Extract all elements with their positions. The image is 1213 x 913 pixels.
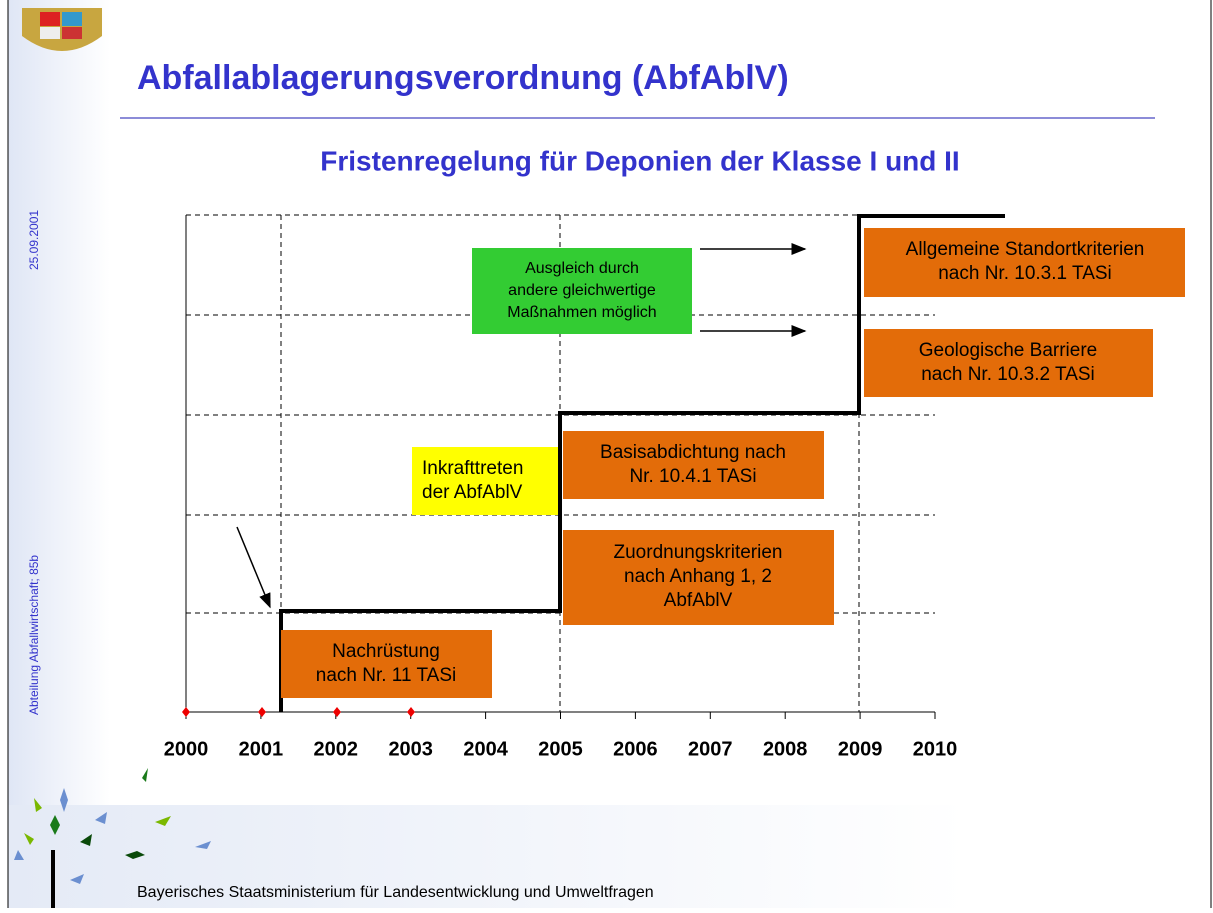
- box-line: nach Nr. 10.3.1 TASi: [938, 263, 1112, 284]
- box-line: Maßnahmen möglich: [507, 304, 656, 321]
- side-date: 25.09.2001: [27, 210, 41, 270]
- box-line: Nr. 10.4.1 TASi: [629, 466, 756, 487]
- box-line: nach Anhang 1, 2: [624, 566, 772, 587]
- year-label: 2004: [463, 738, 508, 760]
- box-line: nach Nr. 10.3.2 TASi: [921, 364, 1095, 385]
- box-line: Ausgleich durch: [525, 260, 639, 277]
- box-line: der AbfAblV: [422, 482, 523, 503]
- year-label: 2007: [688, 738, 733, 760]
- slide: Abfallablagerungsverordnung (AbfAblV) Fr…: [0, 0, 1213, 908]
- side-strip: [8, 0, 110, 908]
- box-line: Geologische Barriere: [919, 340, 1097, 361]
- box-line: Nachrüstung: [332, 641, 440, 662]
- year-label: 2008: [763, 738, 808, 760]
- year-label: 2000: [164, 738, 209, 760]
- box-line: Zuordnungskriterien: [614, 542, 783, 563]
- box-text: Ausgleich durch andere gleichwertige Maßna…: [507, 260, 656, 321]
- box-line: Basisabdichtung nach: [600, 442, 786, 463]
- year-label: 2005: [538, 738, 583, 760]
- footer: Bayerisches Staatsministerium für Landes…: [137, 884, 654, 901]
- year-label: 2010: [913, 738, 958, 760]
- year-label: 2009: [838, 738, 883, 760]
- box-line: nach Nr. 11 TASi: [316, 665, 456, 686]
- side-department: Abteilung Abfallwirtschaft; 85b: [27, 555, 41, 715]
- box-line: AbfAblV: [664, 590, 733, 611]
- box-line: andere gleichwertige: [508, 282, 656, 299]
- year-label: 2001: [239, 738, 284, 760]
- box-line: Allgemeine Standortkriterien: [906, 239, 1145, 260]
- year-label: 2003: [388, 738, 433, 760]
- year-label: 2006: [613, 738, 658, 760]
- title: Abfallablagerungsverordnung (AbfAblV): [137, 59, 789, 97]
- box-line: Inkrafttreten: [422, 458, 523, 479]
- subtitle: Fristenregelung für Deponien der Klasse …: [320, 145, 959, 176]
- year-label: 2002: [314, 738, 359, 760]
